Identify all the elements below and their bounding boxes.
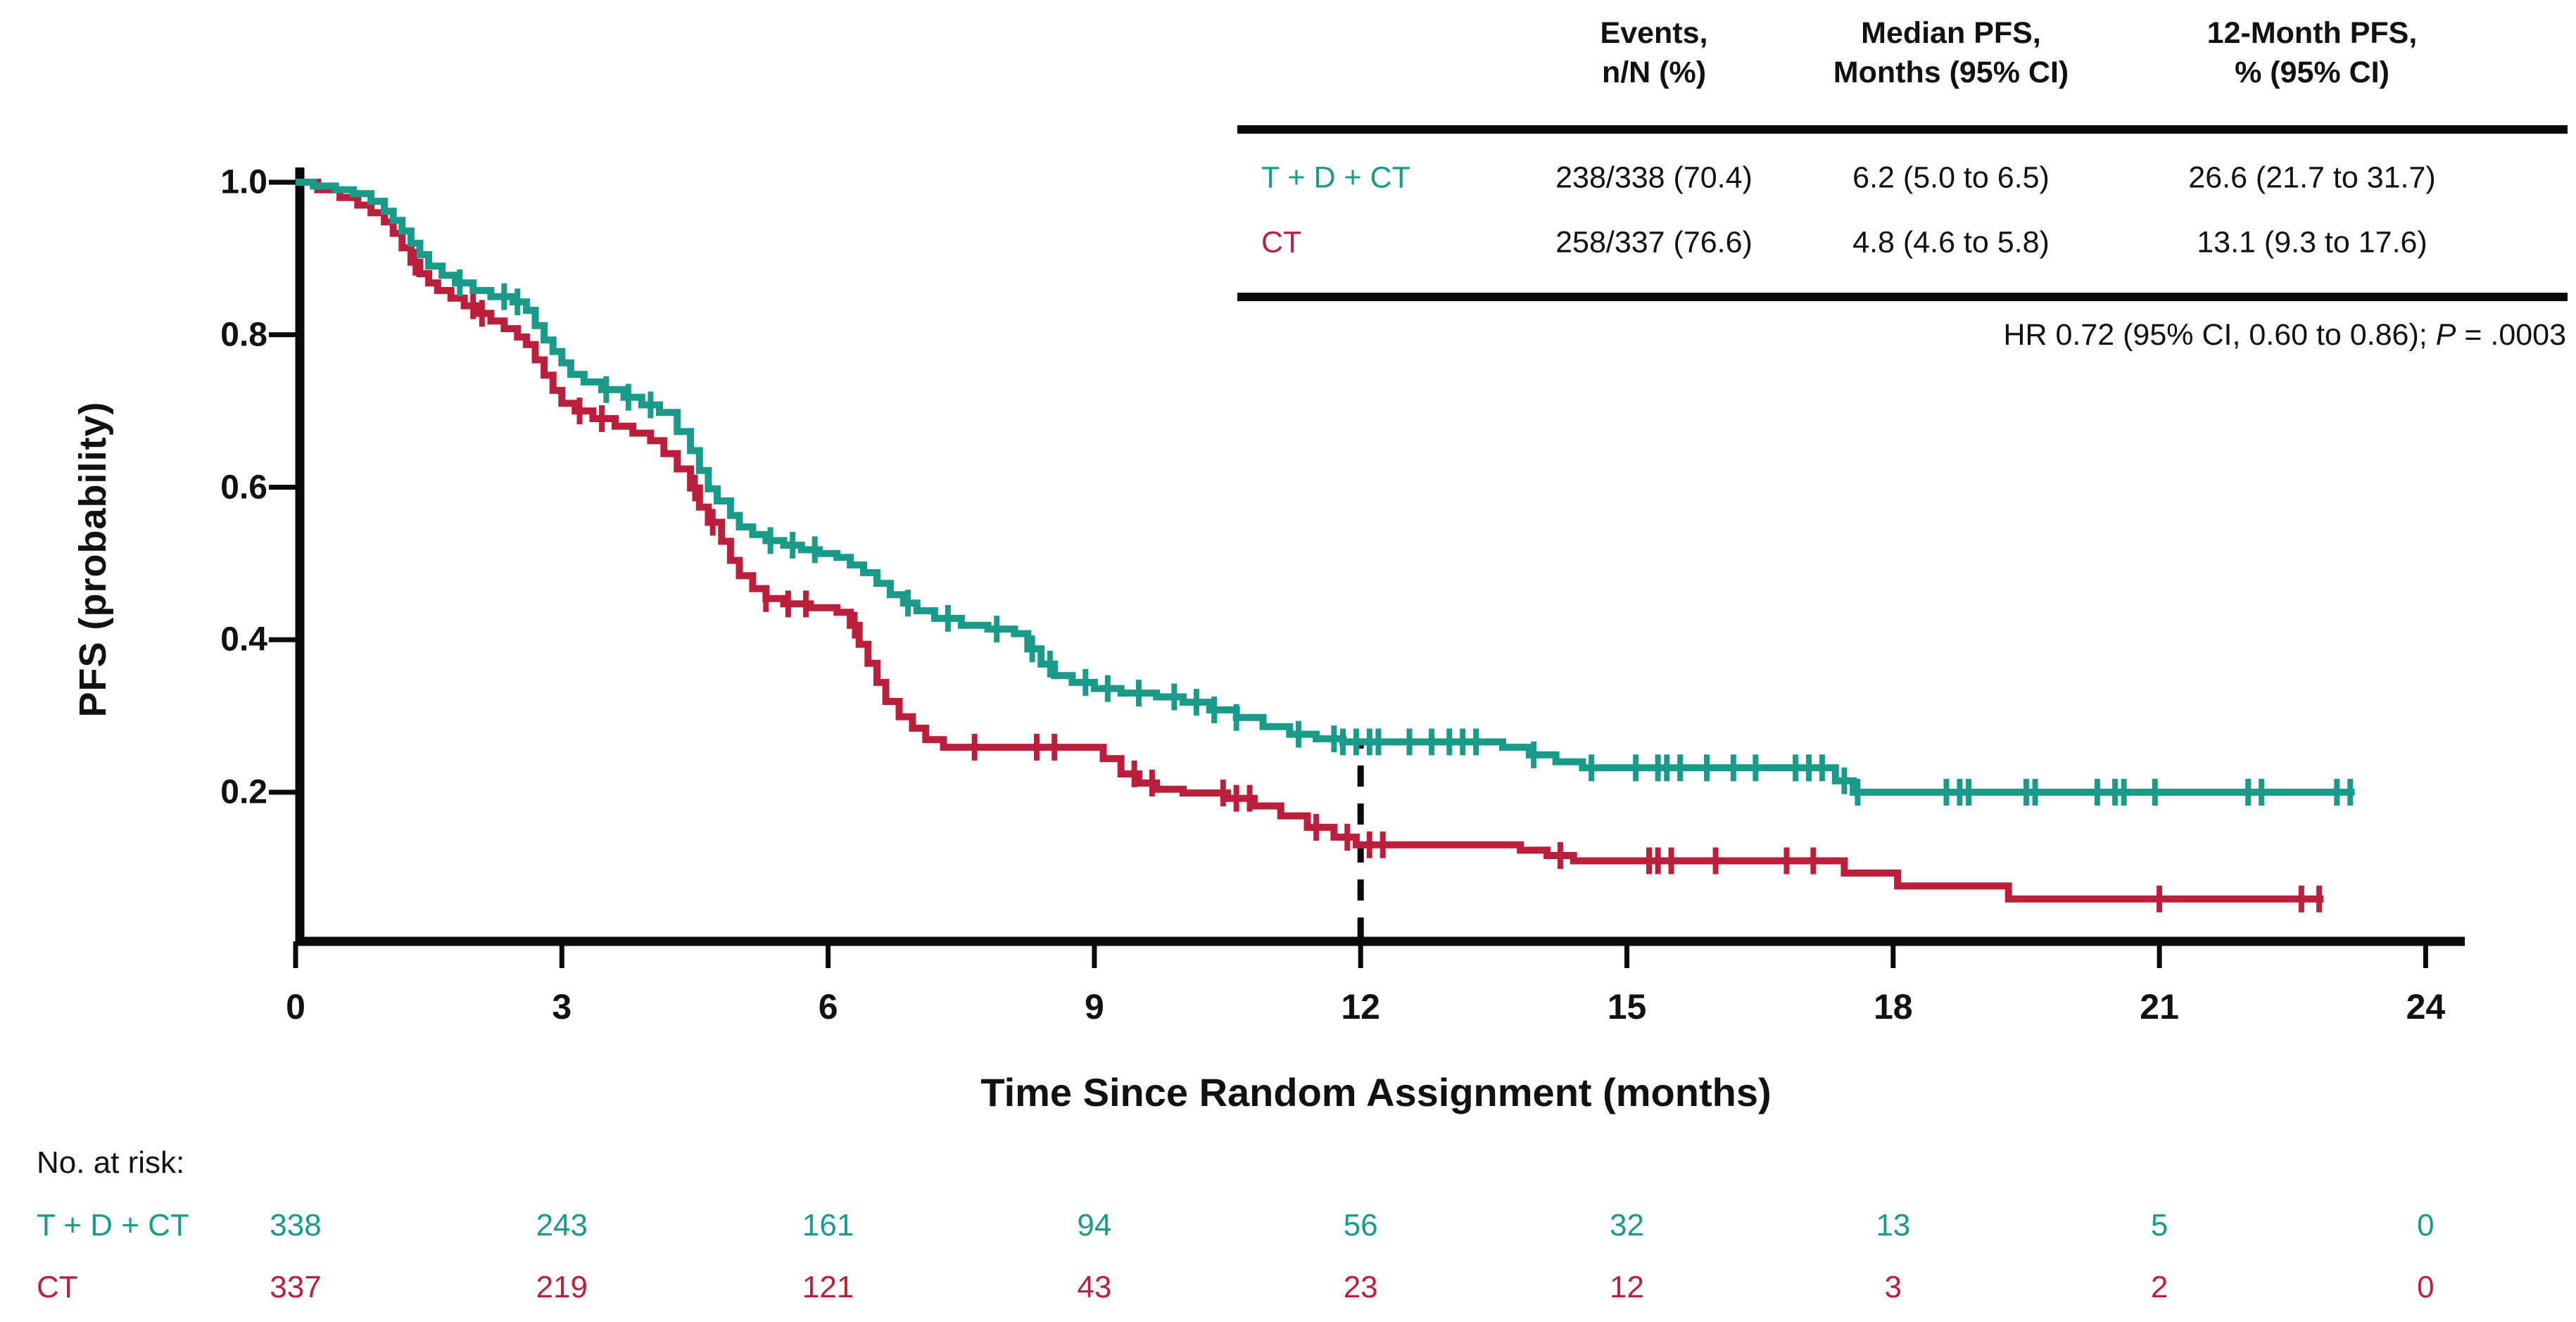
at-risk-count: 12 xyxy=(1610,1270,1644,1304)
x-tick-label: 24 xyxy=(2406,987,2446,1027)
table-cell: 238/338 (70.4) xyxy=(1555,160,1753,195)
at-risk-count: 3 xyxy=(1884,1270,1902,1304)
x-tick-label: 9 xyxy=(1084,987,1104,1027)
summary-table-header-12mo: 12-Month PFS, % (95% CI) xyxy=(2206,16,2418,89)
km-curve-tdct xyxy=(296,179,2355,796)
at-risk-count: 43 xyxy=(1077,1270,1112,1304)
at-risk-count: 337 xyxy=(270,1270,322,1304)
at-risk-count: 56 xyxy=(1343,1208,1378,1242)
x-tick-label: 18 xyxy=(1873,987,1913,1027)
table-cell: 258/337 (76.6) xyxy=(1555,225,1753,260)
x-tick-label: 0 xyxy=(286,987,305,1027)
hazard-ratio-note: HR 0.72 (95% CI, 0.60 to 0.86); P = .000… xyxy=(2003,318,2566,352)
table-cell: 13.1 (9.3 to 17.6) xyxy=(2197,225,2427,260)
at-risk-count: 23 xyxy=(1343,1270,1378,1304)
at-risk-row-label-ct: CT xyxy=(37,1270,78,1304)
at-risk-count: 2 xyxy=(2150,1270,2168,1304)
table-rule-top xyxy=(1237,125,2568,134)
at-risk-count: 0 xyxy=(2417,1270,2435,1304)
at-risk-count: 32 xyxy=(1610,1208,1644,1242)
x-axis-title: Time Since Random Assignment (months) xyxy=(980,1070,1772,1114)
x-tick-label: 12 xyxy=(1341,987,1380,1027)
at-risk-row-label-tdct: T + D + CT xyxy=(37,1208,189,1242)
y-tick-label: 0.6 xyxy=(220,469,267,506)
at-risk-count: 5 xyxy=(2150,1208,2168,1242)
at-risk-count: 338 xyxy=(270,1208,322,1242)
at-risk-count: 0 xyxy=(2417,1208,2435,1242)
y-tick-label: 1.0 xyxy=(220,163,267,201)
x-tick-label: 21 xyxy=(2140,987,2179,1027)
table-cell: 4.8 (4.6 to 5.8) xyxy=(1852,225,2050,260)
at-risk-count: 161 xyxy=(802,1208,854,1242)
summary-table-header-median: Median PFS, Months (95% CI) xyxy=(1833,16,2069,89)
x-tick-label: 6 xyxy=(818,987,838,1027)
table-cell: 6.2 (5.0 to 6.5) xyxy=(1852,160,2050,195)
summary-table-header-events: Events, n/N (%) xyxy=(1600,16,1708,89)
y-tick-label: 0.4 xyxy=(220,621,267,659)
at-risk-count: 219 xyxy=(536,1270,588,1304)
table-rule-bottom xyxy=(1237,293,2568,301)
at-risk-count: 13 xyxy=(1876,1208,1911,1242)
at-risk-count: 94 xyxy=(1077,1208,1112,1242)
y-tick-label: 0.8 xyxy=(220,316,267,354)
y-axis-title: PFS (probability) xyxy=(72,401,114,718)
table-row-label-ct: CT xyxy=(1261,225,1302,260)
table-cell: 26.6 (21.7 to 31.7) xyxy=(2188,160,2436,195)
table-row-label-tdct: T + D + CT xyxy=(1261,160,1410,195)
at-risk-title: No. at risk: xyxy=(37,1145,185,1180)
at-risk-count: 243 xyxy=(536,1208,588,1242)
at-risk-count: 121 xyxy=(802,1270,854,1304)
x-tick-label: 15 xyxy=(1607,987,1647,1027)
x-tick-label: 3 xyxy=(552,987,572,1027)
y-tick-label: 0.2 xyxy=(220,773,267,811)
